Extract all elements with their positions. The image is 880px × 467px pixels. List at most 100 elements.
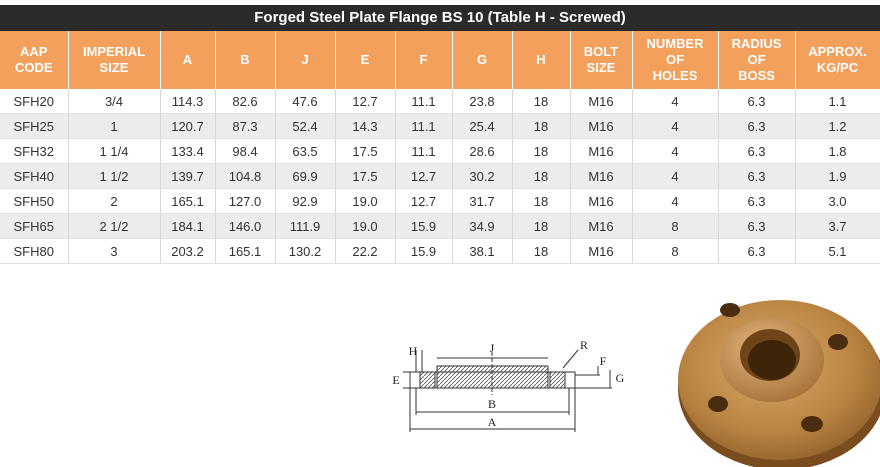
table-cell: 11.1 (395, 113, 453, 139)
header-text: B (240, 52, 250, 67)
table-cell: M16 (570, 188, 633, 214)
header-text: RADIUS (731, 36, 782, 51)
table-row: SFH40 1 1/2 139.7 104.8 69.9 17.5 12.7 30.2 18 M1… (0, 163, 880, 189)
table-cell: SFH25 (0, 113, 69, 139)
table-cell: 18 (512, 138, 571, 164)
header-row: AAP CODE IMPERIAL SIZE A B J E F G H BOLT SIZE NUMBER… (0, 31, 880, 89)
header-text: SIZE (99, 60, 129, 75)
header-cell: B (215, 31, 276, 89)
table-cell: 82.6 (215, 89, 276, 114)
header-text: F (419, 52, 428, 67)
table-cell: M16 (570, 213, 633, 239)
table-row: SFH20 3/4 114.3 82.6 47.6 12.7 11.1 23.8 18 M16 4 6… (0, 89, 880, 114)
table-cell: SFH32 (0, 138, 69, 164)
table-cell: 22.2 (335, 238, 396, 264)
header-cell: APPROX. KG/PC (795, 31, 880, 89)
header-text: G (476, 52, 488, 67)
header-text: KG/PC (816, 60, 859, 75)
table-cell: 18 (512, 238, 571, 264)
table-cell: 6.3 (718, 113, 796, 139)
table-cell: 18 (512, 113, 571, 139)
table-cell: 14.3 (335, 113, 396, 139)
header-text: E (360, 52, 370, 67)
table-cell: 1 (68, 113, 161, 139)
table-row: SFH50 2 165.1 127.0 92.9 19.0 12.7 31.7 18 M16 4 6.… (0, 188, 880, 214)
header-cell: G (452, 31, 513, 89)
table-cell: 12.7 (395, 188, 453, 214)
table-cell: SFH80 (0, 238, 69, 264)
table-body: SFH20 3/4 114.3 82.6 47.6 12.7 11.1 23.8 18 M16 4 6… (0, 89, 880, 264)
table-cell: 6.3 (718, 238, 796, 264)
table-cell: 98.4 (215, 138, 276, 164)
table-cell: 4 (632, 89, 719, 114)
table-cell: 30.2 (452, 163, 513, 189)
table-cell: 130.2 (275, 238, 336, 264)
table-cell: 52.4 (275, 113, 336, 139)
header-text: AAP (20, 44, 48, 59)
header-text: BOLT (583, 44, 619, 59)
table-cell: M16 (570, 89, 633, 114)
table-cell: 12.7 (335, 89, 396, 114)
header-cell: J (275, 31, 336, 89)
table-title: Forged Steel Plate Flange BS 10 (Table H… (0, 5, 880, 31)
flange-photo (678, 300, 880, 467)
header-text: H (536, 52, 546, 67)
table-cell: 12.7 (395, 163, 453, 189)
header-cell: AAP CODE (0, 31, 69, 89)
label-f: F (600, 354, 607, 368)
table-cell: 111.9 (275, 213, 336, 239)
table-cell: 1.2 (795, 113, 880, 139)
table-cell: 4 (632, 113, 719, 139)
table-cell: 165.1 (215, 238, 276, 264)
table-cell: 23.8 (452, 89, 513, 114)
table-cell: 69.9 (275, 163, 336, 189)
header-cell: E (335, 31, 396, 89)
header-text: NUMBER (646, 36, 704, 51)
flange-drawing (403, 349, 612, 432)
header-text: HOLES (652, 68, 698, 83)
table-cell: SFH50 (0, 188, 69, 214)
table-cell: 203.2 (160, 238, 216, 264)
table-row: SFH25 1 120.7 87.3 52.4 14.3 11.1 25.4 18 M16 4 6.3… (0, 113, 880, 139)
header-text: J (301, 52, 309, 67)
table-cell: 1 1/4 (68, 138, 161, 164)
header-cell: RADIUS OF BOSS (718, 31, 796, 89)
table-cell: 38.1 (452, 238, 513, 264)
table-cell: 3 (68, 238, 161, 264)
table-cell: 18 (512, 163, 571, 189)
table-cell: 184.1 (160, 213, 216, 239)
table-cell: 165.1 (160, 188, 216, 214)
header-text: A (182, 52, 193, 67)
label-h: H (409, 344, 418, 358)
table-cell: 8 (632, 213, 719, 239)
table-cell: 5.1 (795, 238, 880, 264)
table-cell: 6.3 (718, 188, 796, 214)
table-cell: 6.3 (718, 163, 796, 189)
table-cell: 8 (632, 238, 719, 264)
table-cell: 92.9 (275, 188, 336, 214)
table-cell: 31.7 (452, 188, 513, 214)
table-cell: 6.3 (718, 89, 796, 114)
label-b: B (488, 397, 496, 411)
table-cell: 146.0 (215, 213, 276, 239)
table-cell: 28.6 (452, 138, 513, 164)
table-cell: 2 (68, 188, 161, 214)
table-cell: 1.9 (795, 163, 880, 189)
header-cell: NUMBER OF HOLES (632, 31, 719, 89)
spec-table: AAP CODE IMPERIAL SIZE A B J E F G H BOLT SIZE NUMBER… (0, 31, 880, 264)
table-cell: 1.8 (795, 138, 880, 164)
header-cell: IMPERIAL SIZE (68, 31, 161, 89)
header-cell: H (512, 31, 571, 89)
label-g: G (616, 371, 625, 385)
table-cell: 2 1/2 (68, 213, 161, 239)
table-cell: 87.3 (215, 113, 276, 139)
table-cell: 3.0 (795, 188, 880, 214)
table-cell: 6.3 (718, 213, 796, 239)
table-cell: M16 (570, 238, 633, 264)
header-cell: A (160, 31, 216, 89)
header-text: APPROX. (808, 44, 867, 59)
table-cell: M16 (570, 163, 633, 189)
header-text: SIZE (586, 60, 616, 75)
table-cell: 63.5 (275, 138, 336, 164)
